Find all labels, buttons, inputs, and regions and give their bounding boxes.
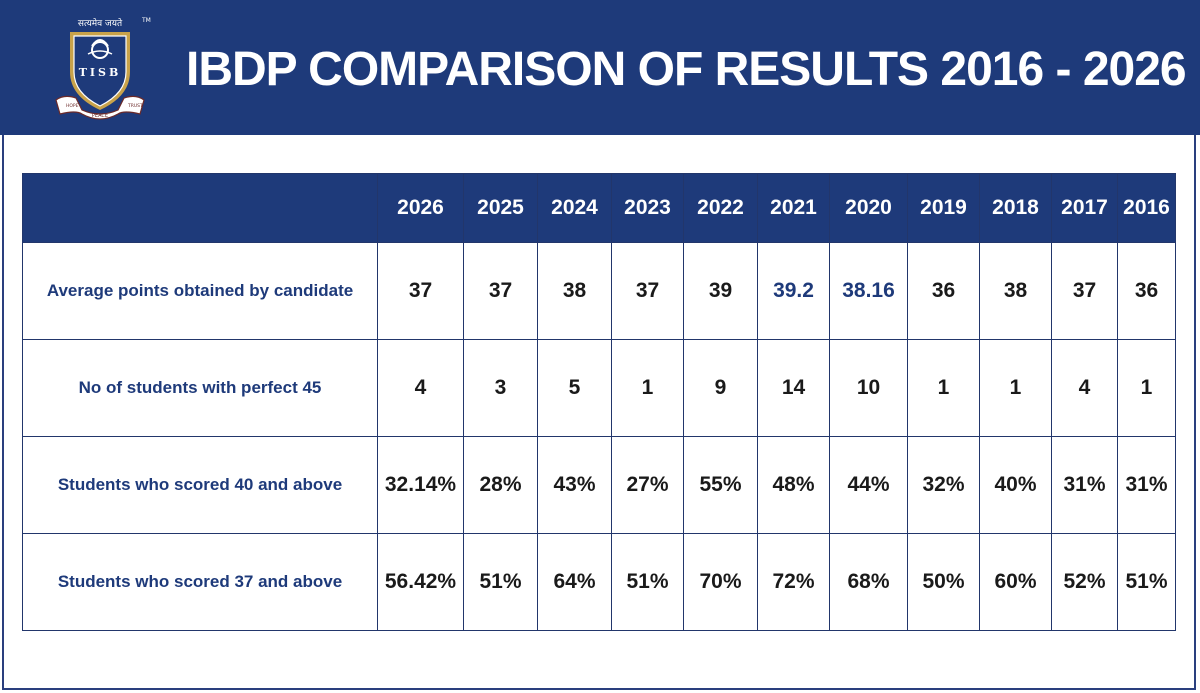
table-cell: 1 bbox=[611, 339, 684, 437]
row-label: Students who scored 40 and above bbox=[22, 436, 378, 534]
table-cell: 36 bbox=[1117, 242, 1176, 340]
year-header: 2022 bbox=[683, 173, 758, 243]
table-cell: 44% bbox=[829, 436, 908, 534]
table-row: Students who scored 37 and above 56.42% … bbox=[22, 533, 1176, 631]
table-cell: 28% bbox=[463, 436, 538, 534]
table-row: No of students with perfect 45 4 3 5 1 9… bbox=[22, 339, 1176, 437]
table-cell: 55% bbox=[683, 436, 758, 534]
table-cell: 72% bbox=[757, 533, 830, 631]
table-cell: 1 bbox=[907, 339, 980, 437]
table-cell: 9 bbox=[683, 339, 758, 437]
table-cell: 14 bbox=[757, 339, 830, 437]
year-header: 2026 bbox=[377, 173, 464, 243]
table-cell: 60% bbox=[979, 533, 1052, 631]
table-cell: 39 bbox=[683, 242, 758, 340]
table-cell: 37 bbox=[463, 242, 538, 340]
table-cell: 51% bbox=[611, 533, 684, 631]
table-cell: 32% bbox=[907, 436, 980, 534]
table-cell: 68% bbox=[829, 533, 908, 631]
table-cell: 38 bbox=[537, 242, 612, 340]
table-cell: 50% bbox=[907, 533, 980, 631]
year-header: 2016 bbox=[1117, 173, 1176, 243]
table-cell: 40% bbox=[979, 436, 1052, 534]
table-cell: 32.14% bbox=[377, 436, 464, 534]
table-cell: 37 bbox=[377, 242, 464, 340]
logo-initials: TISB bbox=[79, 66, 122, 79]
year-header-row: 2026 2025 2024 2023 2022 2021 2020 2019 … bbox=[22, 173, 1176, 243]
logo-motto: सत्यमेव जयते bbox=[78, 17, 123, 29]
year-header: 2018 bbox=[979, 173, 1052, 243]
table-cell: 43% bbox=[537, 436, 612, 534]
year-header: 2017 bbox=[1051, 173, 1118, 243]
table-row: Students who scored 40 and above 32.14% … bbox=[22, 436, 1176, 534]
table-cell: 31% bbox=[1051, 436, 1118, 534]
table-cell: 51% bbox=[463, 533, 538, 631]
row-label: No of students with perfect 45 bbox=[22, 339, 378, 437]
row-label: Average points obtained by candidate bbox=[22, 242, 378, 340]
year-header: 2023 bbox=[611, 173, 684, 243]
table-cell: 1 bbox=[979, 339, 1052, 437]
logo-ribbon-right: TRUST bbox=[127, 103, 143, 109]
table-cell: 1 bbox=[1117, 339, 1176, 437]
page-title: IBDP COMPARISON OF RESULTS 2016 - 2026 bbox=[186, 43, 1187, 96]
year-header: 2024 bbox=[537, 173, 612, 243]
table-cell: 10 bbox=[829, 339, 908, 437]
row-label: Students who scored 37 and above bbox=[22, 533, 378, 631]
table-cell: 31% bbox=[1117, 436, 1176, 534]
table-row: Average points obtained by candidate 37 … bbox=[22, 242, 1176, 340]
year-header: 2019 bbox=[907, 173, 980, 243]
table-cell: 70% bbox=[683, 533, 758, 631]
table-cell: 64% bbox=[537, 533, 612, 631]
table-cell: 3 bbox=[463, 339, 538, 437]
table-cell: 4 bbox=[377, 339, 464, 437]
school-crest-logo: सत्यमेव जयते TM TISB HOPE PEACE TRUST bbox=[55, 17, 151, 120]
header-corner-cell bbox=[22, 173, 378, 243]
svg-text:TM: TM bbox=[141, 17, 151, 24]
results-table: 2026 2025 2024 2023 2022 2021 2020 2019 … bbox=[22, 173, 1176, 631]
table-cell: 4 bbox=[1051, 339, 1118, 437]
logo-ribbon-center: PEACE bbox=[92, 113, 108, 119]
table-cell: 38 bbox=[979, 242, 1052, 340]
table-cell: 38.16 bbox=[829, 242, 908, 340]
table-cell: 39.2 bbox=[757, 242, 830, 340]
table-cell: 5 bbox=[537, 339, 612, 437]
header-banner: सत्यमेव जयते TM TISB HOPE PEACE TRUST IB… bbox=[0, 0, 1200, 135]
table-cell: 48% bbox=[757, 436, 830, 534]
content-frame bbox=[2, 135, 1196, 690]
year-header: 2021 bbox=[757, 173, 830, 243]
table-cell: 52% bbox=[1051, 533, 1118, 631]
table-cell: 51% bbox=[1117, 533, 1176, 631]
year-header: 2025 bbox=[463, 173, 538, 243]
logo-ribbon-left: HOPE bbox=[66, 103, 79, 109]
table-cell: 27% bbox=[611, 436, 684, 534]
year-header: 2020 bbox=[829, 173, 908, 243]
table-cell: 37 bbox=[611, 242, 684, 340]
table-cell: 37 bbox=[1051, 242, 1118, 340]
table-cell: 36 bbox=[907, 242, 980, 340]
table-cell: 56.42% bbox=[377, 533, 464, 631]
